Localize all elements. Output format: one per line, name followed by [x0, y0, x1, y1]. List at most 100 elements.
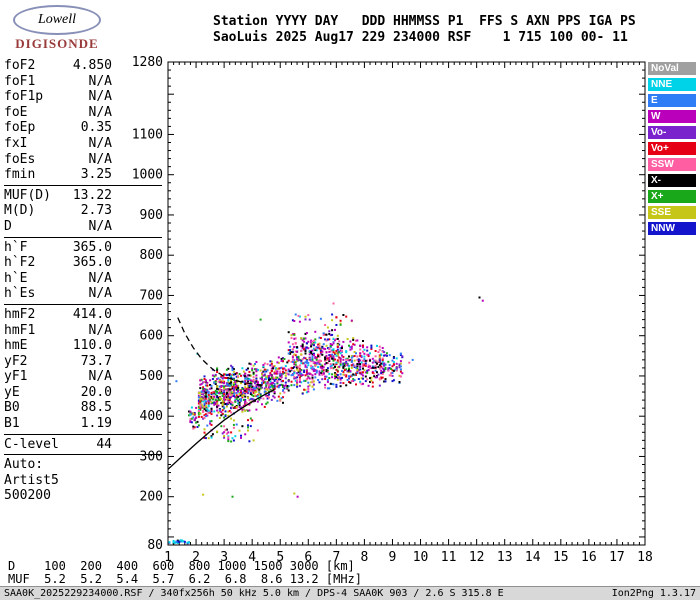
param-label: 500200 — [4, 488, 51, 504]
legend: NoVal NNE E W Vo- Vo+ SSW X- X+ SSE NNW — [648, 62, 696, 238]
param-hf2: h`F2 365.0 — [4, 255, 112, 271]
param-value: 110.0 — [72, 338, 112, 354]
svg-text:1100: 1100 — [132, 127, 163, 142]
param-value: N/A — [88, 270, 112, 286]
param-label: foF1p — [4, 89, 44, 105]
param-500200: 500200 — [4, 488, 112, 504]
svg-text:15: 15 — [553, 550, 569, 565]
param-value: 414.0 — [72, 306, 112, 322]
param-value: 73.7 — [80, 353, 112, 369]
autoscaled-hf-trace — [167, 389, 275, 470]
param-he: h`E N/A — [4, 271, 112, 287]
svg-text:800: 800 — [140, 248, 163, 263]
header-line1: Station YYYY DAY DDD HHMMSS P1 FFS S AXN… — [213, 14, 636, 29]
param-label: h`F — [4, 239, 28, 255]
panel-separator — [4, 236, 162, 238]
param-value: N/A — [88, 135, 112, 151]
param-label: B0 — [4, 400, 20, 416]
svg-text:10: 10 — [413, 550, 429, 565]
svg-text:4: 4 — [248, 550, 256, 565]
param-fof1p: foF1p N/A — [4, 89, 112, 105]
param-label: yE — [4, 384, 20, 400]
logo-product-text: DIGISONDE — [15, 36, 99, 51]
legend-item-noval: NoVal — [648, 62, 696, 75]
legend-item-e: E — [648, 94, 696, 107]
param-clevel: C-level 44 — [4, 437, 112, 453]
svg-text:700: 700 — [140, 288, 163, 303]
param-value: N/A — [88, 369, 112, 385]
footer-file-info: SAA0K_2025229234000.RSF / 340fx256h 50 k… — [4, 588, 504, 599]
param-ye: yE 20.0 — [4, 385, 112, 401]
param-value: 2.73 — [80, 203, 112, 219]
param-label: Auto: — [4, 457, 44, 473]
svg-text:1: 1 — [164, 550, 172, 565]
panel-separator — [4, 184, 162, 186]
panel-separator — [4, 433, 162, 435]
svg-text:11: 11 — [441, 550, 457, 565]
panel-separator — [4, 303, 162, 305]
param-hf: h`F 365.0 — [4, 240, 112, 256]
param-value: 365.0 — [72, 255, 112, 271]
param-label: Artist5 — [4, 472, 59, 488]
axis-labels: 1 2 3 4 5 6 7 8 9 10 11 12 13 14 15 16 17 188020030040050… — [132, 55, 653, 565]
param-value: 4.850 — [72, 58, 112, 73]
param-label: D — [4, 218, 12, 234]
param-label: foE — [4, 104, 28, 120]
param-label: foF1 — [4, 73, 36, 89]
param-artist5: Artist5 — [4, 473, 112, 489]
param-label: foF2 — [4, 58, 36, 73]
param-value: N/A — [88, 286, 112, 302]
param-foes: foEs N/A — [4, 152, 112, 168]
svg-text:7: 7 — [332, 550, 340, 565]
param-b1: B1 1.19 — [4, 416, 112, 432]
svg-text:6: 6 — [304, 550, 312, 565]
param-hmf2: hmF2 414.0 — [4, 307, 112, 323]
svg-text:2: 2 — [192, 550, 200, 565]
legend-item-x: X- — [648, 174, 696, 187]
param-value: 365.0 — [72, 239, 112, 255]
param-auto: Auto: — [4, 457, 112, 473]
ionogram-plot: 1 2 3 4 5 6 7 8 9 10 11 12 13 14 15 16 17 188020030040050… — [132, 55, 653, 565]
axis-ticks — [167, 61, 646, 546]
svg-text:17: 17 — [609, 550, 625, 565]
lowell-logo-oval: Lowell — [13, 5, 101, 35]
param-mufd: MUF(D) 13.22 — [4, 188, 112, 204]
legend-item-nne: NNE — [648, 78, 696, 91]
logo-brand-text: Lowell — [37, 12, 77, 27]
legend-item-sse: SSE — [648, 206, 696, 219]
svg-text:13: 13 — [497, 550, 513, 565]
param-label: hmF1 — [4, 322, 36, 338]
svg-text:400: 400 — [140, 409, 163, 424]
param-value: 1.19 — [80, 416, 112, 432]
param-d: D N/A — [4, 219, 112, 235]
param-value: 3.25 — [80, 167, 112, 183]
param-label: foEp — [4, 120, 36, 136]
param-value: N/A — [88, 322, 112, 338]
param-value: N/A — [88, 218, 112, 234]
param-label: h`F2 — [4, 255, 36, 271]
svg-text:3: 3 — [220, 550, 228, 565]
header-line2: SaoLuis 2025 Aug17 229 234000 RSF 1 715 … — [213, 30, 628, 45]
svg-text:14: 14 — [525, 550, 541, 565]
param-value: N/A — [88, 89, 112, 105]
param-value: N/A — [88, 104, 112, 120]
param-label: foEs — [4, 151, 36, 167]
calculated-trace — [177, 317, 267, 387]
svg-text:5: 5 — [276, 550, 284, 565]
param-value: N/A — [88, 151, 112, 167]
param-fof1: foF1 N/A — [4, 74, 112, 90]
svg-text:200: 200 — [140, 490, 163, 505]
param-foe: foE N/A — [4, 105, 112, 121]
legend-item-vo: Vo+ — [648, 142, 696, 155]
plot-border — [167, 61, 646, 546]
param-fxi: fxI N/A — [4, 136, 112, 152]
legend-item-x: X+ — [648, 190, 696, 203]
dmuf-muf-row: MUF 5.2 5.2 5.4 5.7 6.2 6.8 8.6 13.2 [MH… — [8, 572, 363, 586]
param-label: h`Es — [4, 286, 36, 302]
param-value: 44 — [96, 436, 112, 452]
param-yf1: yF1 N/A — [4, 369, 112, 385]
param-fmin: fmin 3.25 — [4, 167, 112, 183]
legend-item-ssw: SSW — [648, 158, 696, 171]
param-foep: foEp 0.35 — [4, 120, 112, 136]
param-value: 0.35 — [80, 120, 112, 136]
